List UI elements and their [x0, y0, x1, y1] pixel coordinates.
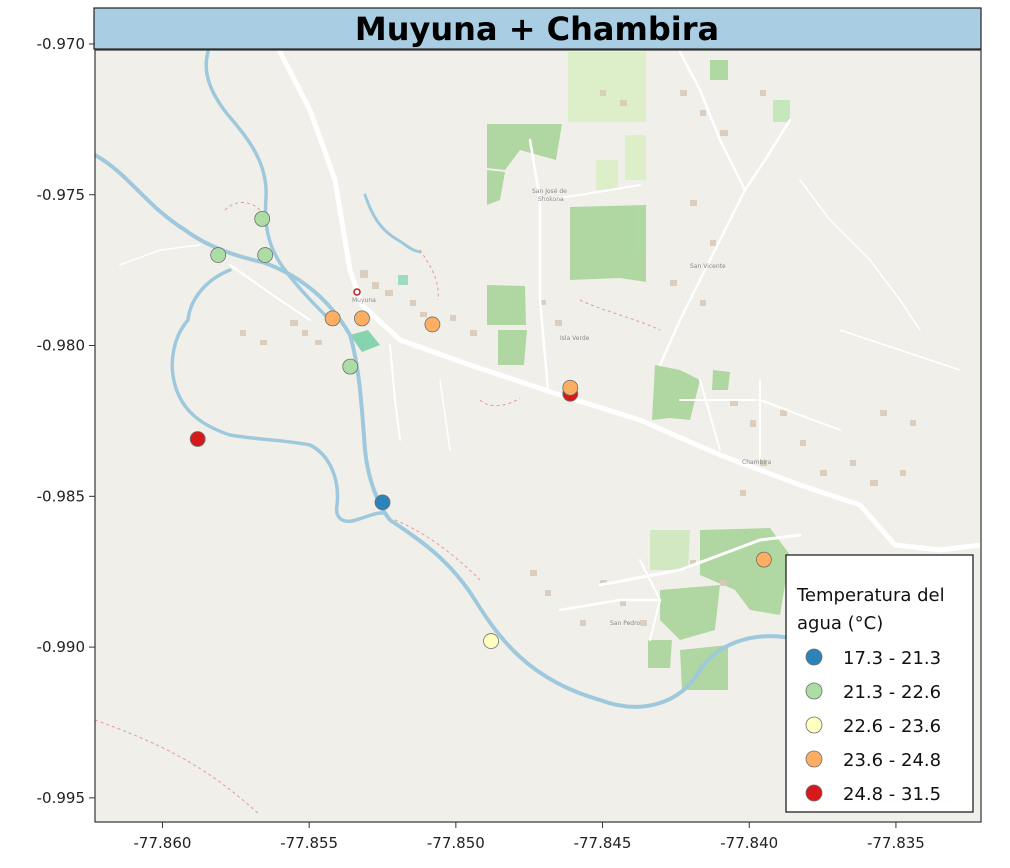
y-tick-label: -0.975 [37, 186, 85, 204]
legend-swatch [805, 750, 823, 768]
plaza-small [398, 275, 408, 285]
x-tick-label: -77.835 [867, 834, 925, 852]
plaza [350, 330, 380, 352]
basemap-labels: Muyuna San José de Shokona Chambira San … [352, 188, 771, 627]
legend-label: 22.6 - 23.6 [843, 716, 941, 737]
svg-text:Shokona: Shokona [538, 196, 564, 203]
y-tick-label: -0.995 [37, 789, 85, 807]
title-bar [93, 7, 982, 50]
legend: Temperatura del agua (°C) 17.3 - 21.3 21.… [785, 554, 974, 813]
sample-point [342, 358, 359, 375]
sample-point [756, 551, 772, 568]
plot-frame [94, 49, 982, 823]
legend-swatch [805, 682, 823, 700]
sample-points [189, 210, 772, 649]
sample-point [424, 316, 441, 333]
x-tick-label: -77.860 [134, 834, 192, 852]
buildings [240, 90, 916, 626]
legend-swatch [805, 716, 823, 734]
sample-point [254, 210, 271, 227]
y-tick-label: -0.990 [37, 638, 85, 656]
legend-items: 17.3 - 21.3 21.3 - 22.6 22.6 - 23.6 23.6 - … [805, 648, 941, 805]
legend-title-line-2: agua (°C) [797, 613, 883, 634]
legend-label: 24.8 - 31.5 [843, 784, 941, 805]
svg-text:Chambira: Chambira [742, 459, 771, 466]
basemap: Muyuna San José de Shokona Chambira San … [95, 50, 981, 822]
sample-point [189, 431, 206, 447]
svg-text:San Vicente: San Vicente [690, 263, 726, 270]
sample-point [374, 494, 391, 511]
legend-label: 21.3 - 22.6 [843, 682, 941, 703]
sample-point [324, 310, 341, 327]
svg-text:San José de: San José de [532, 188, 567, 195]
trails [95, 202, 661, 816]
legend-label: 23.6 - 24.8 [843, 750, 941, 771]
svg-text:Muyuna: Muyuna [352, 297, 376, 304]
x-tick-label: -77.840 [720, 834, 778, 852]
map-title: Muyuna + Chambira [355, 10, 719, 48]
legend-title-line-1: Temperatura del [796, 585, 945, 606]
y-tick-label: -0.970 [37, 35, 85, 53]
x-axis: -77.860 -77.855 -77.850 -77.845 -77.840 -77.8… [134, 822, 925, 852]
roads [119, 50, 981, 641]
legend-swatch [805, 648, 823, 666]
x-tick-label: -77.855 [280, 834, 338, 852]
legend-label: 17.3 - 21.3 [843, 648, 941, 669]
legend-swatch [805, 784, 823, 802]
y-tick-label: -0.980 [37, 337, 85, 355]
svg-text:Isla Verde: Isla Verde [560, 335, 590, 342]
svg-text:San Pedro: San Pedro [610, 620, 640, 627]
sample-point [354, 310, 370, 327]
sample-point [257, 247, 274, 263]
x-tick-label: -77.850 [427, 834, 485, 852]
sample-point [210, 247, 227, 263]
y-axis: -0.970 -0.975 -0.980 -0.985 -0.990 -0.995 [37, 35, 95, 807]
sample-point [483, 633, 499, 649]
sample-point [562, 379, 579, 396]
y-tick-label: -0.985 [37, 487, 85, 505]
x-tick-label: -77.845 [574, 834, 632, 852]
poi-marker [353, 288, 361, 296]
